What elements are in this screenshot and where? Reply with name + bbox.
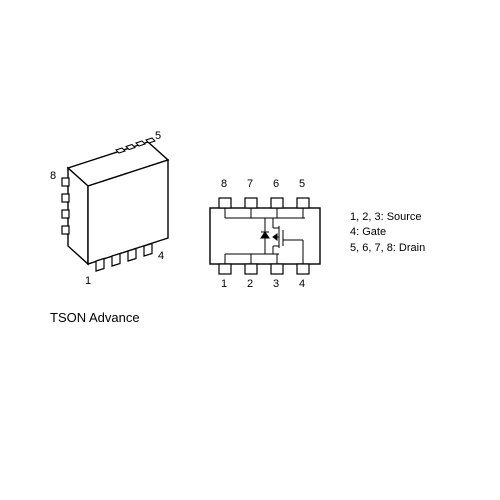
sch-pin-1: 1 <box>221 278 227 290</box>
iso-pin-4: 4 <box>158 250 164 262</box>
sch-pin-7: 7 <box>247 178 253 190</box>
legend-drain: 5, 6, 7, 8: Drain <box>350 241 425 256</box>
package-3d-view: 8 5 1 4 <box>40 130 190 305</box>
legend-gate: 4: Gate <box>350 225 425 240</box>
package-name-label: TSON Advance <box>50 310 140 325</box>
sch-pin-3: 3 <box>273 278 279 290</box>
iso-pin-1: 1 <box>85 275 91 287</box>
sch-pin-5: 5 <box>299 178 305 190</box>
legend-source: 1, 2, 3: Source <box>350 210 425 225</box>
sch-pin-8: 8 <box>221 178 227 190</box>
schematic-view: 8 7 6 5 1 2 3 4 <box>195 180 335 305</box>
sch-pin-2: 2 <box>247 278 253 290</box>
pin-legend: 1, 2, 3: Source 4: Gate 5, 6, 7, 8: Drai… <box>350 210 425 256</box>
sch-pin-4: 4 <box>299 278 305 290</box>
iso-pin-5: 5 <box>155 130 161 142</box>
sch-pin-6: 6 <box>273 178 279 190</box>
iso-pin-8: 8 <box>50 170 56 182</box>
